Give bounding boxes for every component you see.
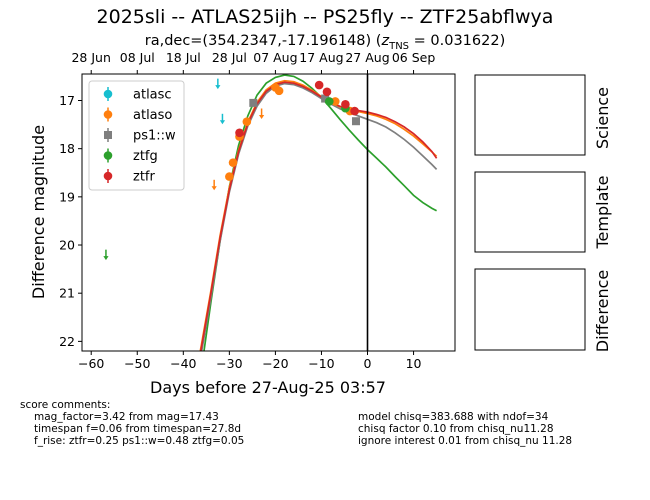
model-curve-ps1-w bbox=[200, 82, 438, 351]
x-tick-label: −60 bbox=[78, 356, 104, 371]
upper-limit-atlaso bbox=[258, 108, 265, 120]
y-tick-label: 22 bbox=[59, 334, 75, 349]
subtitle-z-symbol: z bbox=[381, 33, 390, 49]
point-ps1-w bbox=[351, 117, 360, 126]
plot-subtitle: ra,dec=(354.2347,-17.196148) (zTNS = 0.0… bbox=[0, 33, 650, 52]
comment-line: chisq factor 0.10 from chisq_nu11.28 bbox=[358, 423, 554, 435]
difference-stamp bbox=[474, 268, 586, 351]
x-tick-label: −10 bbox=[308, 356, 334, 371]
y-tick-label: 17 bbox=[59, 93, 75, 108]
x-tick-label: −40 bbox=[170, 356, 196, 371]
legend-marker bbox=[103, 110, 113, 119]
top-tick-label: 27 Aug bbox=[345, 50, 389, 65]
data-points bbox=[103, 78, 360, 261]
top-tick-label: 06 Sep bbox=[392, 50, 436, 65]
point-atlaso bbox=[228, 158, 238, 167]
axis-ticks: −60 −50 −40 −30 −20 −10 0 10 17 18 19 20 21 22 28 Jun 0… bbox=[59, 50, 435, 371]
legend-label: ztfg bbox=[133, 149, 158, 164]
legend-label: atlaso bbox=[133, 108, 172, 123]
legend-box bbox=[88, 80, 185, 191]
legend-item-atlaso: atlaso bbox=[103, 107, 172, 123]
comment-line: model chisq=383.688 with ndof=34 bbox=[358, 411, 549, 423]
y-tick-label: 20 bbox=[59, 238, 75, 253]
legend-label: ps1::w bbox=[133, 129, 176, 144]
upper-limit-atlasc bbox=[215, 78, 221, 90]
x-tick-label: 10 bbox=[406, 356, 422, 371]
score-comments: score comments: mag_factor=3.42 from mag=… bbox=[20, 399, 244, 447]
plot-title: 2025sli -- ATLAS25ijh -- PS25fly -- ZTF2… bbox=[96, 6, 554, 28]
legend-label: atlasc bbox=[133, 88, 172, 103]
model-curve-ztfr bbox=[199, 81, 438, 351]
top-tick-label: 18 Jul bbox=[166, 50, 201, 65]
top-tick-label: 28 Jul bbox=[212, 50, 247, 65]
legend-marker bbox=[103, 89, 113, 99]
x-tick-label: −30 bbox=[216, 356, 242, 371]
comment-line: f_rise: ztfr=0.25 ps1::w=0.48 ztfg=0.05 bbox=[34, 435, 245, 447]
point-ztfg bbox=[324, 97, 334, 106]
subtitle-prefix: ra,dec=(354.2347,-17.196148) ( bbox=[144, 33, 382, 49]
model-curves bbox=[199, 74, 438, 351]
x-tick-label: −20 bbox=[262, 356, 288, 371]
legend-item-ztfr: ztfr bbox=[103, 169, 155, 185]
point-ztfr bbox=[314, 80, 324, 90]
point-ztfr bbox=[235, 128, 244, 138]
legend-label: ztfr bbox=[133, 170, 155, 185]
model-comments: model chisq=383.688 with ndof=34 chisq fa… bbox=[358, 411, 572, 447]
y-tick-label: 19 bbox=[59, 189, 75, 204]
upper-limit-atlasc bbox=[219, 113, 226, 125]
point-atlaso bbox=[242, 117, 252, 126]
x-tick-label: −50 bbox=[124, 356, 150, 371]
point-ztfr bbox=[341, 100, 350, 109]
x-tick-label: 0 bbox=[364, 356, 372, 371]
top-tick-label: 07 Aug bbox=[253, 50, 297, 65]
point-atlaso bbox=[274, 86, 284, 96]
template-label: Template bbox=[593, 175, 612, 249]
model-curve-atlaso bbox=[199, 79, 438, 351]
point-ps1-w bbox=[321, 94, 330, 103]
top-tick-label: 28 Jun bbox=[71, 50, 110, 65]
top-tick-label: 08 Jul bbox=[120, 50, 155, 65]
point-atlaso bbox=[330, 97, 340, 106]
upper-limit-atlaso bbox=[211, 179, 217, 191]
difference-label: Difference bbox=[593, 270, 612, 352]
science-stamp bbox=[474, 74, 586, 156]
legend-item-atlasc: atlasc bbox=[103, 87, 172, 103]
legend-item-ztfg: ztfg bbox=[103, 148, 158, 164]
y-tick-label: 21 bbox=[59, 286, 75, 301]
y-axis-label: Difference magnitude bbox=[29, 125, 48, 299]
legend-marker bbox=[104, 131, 112, 139]
comment-line: ignore interest 0.01 from chisq_nu 11.28 bbox=[358, 435, 573, 447]
y-tick-label: 18 bbox=[59, 141, 75, 156]
x-axis-label: Days before 27-Aug-25 03:57 bbox=[150, 378, 386, 397]
top-tick-label: 17 Aug bbox=[299, 50, 343, 65]
point-ztfr bbox=[350, 106, 359, 116]
legend-item-ps1-w: ps1::w bbox=[104, 128, 176, 144]
subtitle-z-subscript: TNS bbox=[389, 40, 410, 52]
subtitle-suffix: = 0.031622) bbox=[409, 33, 506, 49]
point-ps1-w bbox=[249, 98, 258, 107]
point-ztfr bbox=[322, 87, 332, 97]
science-label: Science bbox=[593, 87, 612, 149]
point-atlaso bbox=[225, 172, 234, 181]
upper-limit-ztfg bbox=[103, 249, 109, 261]
comment-line: timespan f=0.06 from timespan=27.8d bbox=[34, 423, 242, 435]
model-curve-ztfg bbox=[203, 74, 437, 351]
axes-frame bbox=[81, 73, 456, 352]
comment-line: mag_factor=3.42 from mag=17.43 bbox=[34, 411, 219, 423]
legend-marker bbox=[103, 151, 113, 160]
score-comments-header: score comments: bbox=[20, 399, 111, 411]
template-stamp bbox=[474, 171, 586, 253]
legend-marker bbox=[103, 171, 113, 181]
